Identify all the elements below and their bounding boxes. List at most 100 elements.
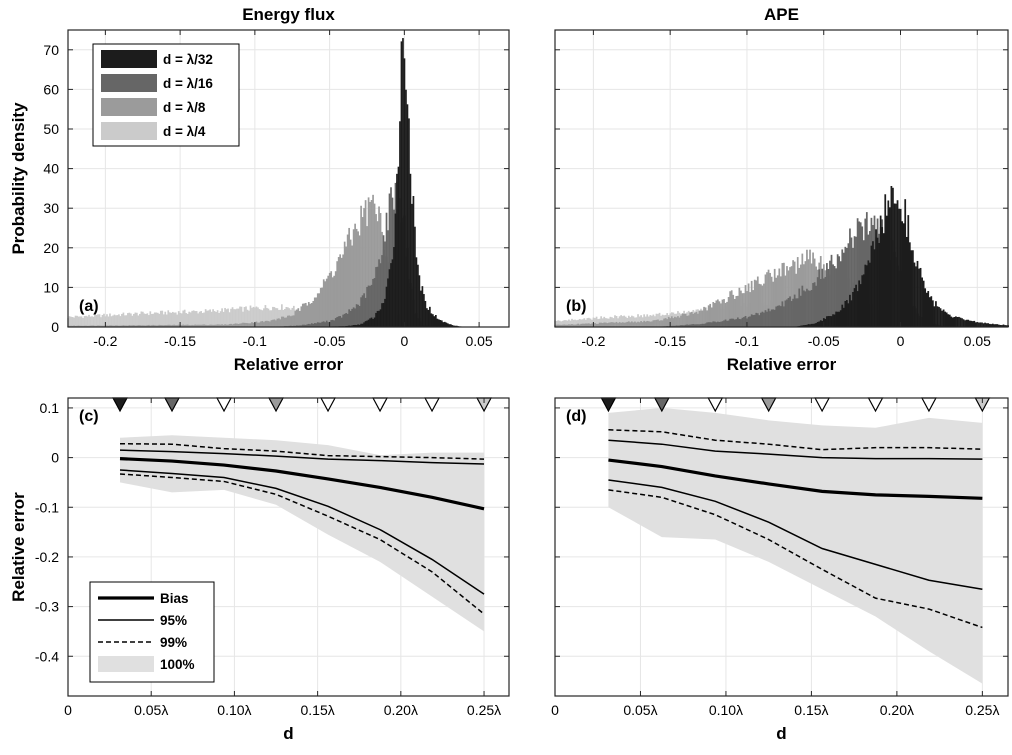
hist-bar xyxy=(162,325,165,327)
hist-bar xyxy=(306,324,309,327)
hist-bar xyxy=(364,321,367,327)
hist-bar xyxy=(100,325,102,327)
hist-bar xyxy=(575,320,578,327)
hist-bar xyxy=(749,292,751,327)
hist-bar xyxy=(340,317,343,327)
hist-bar xyxy=(713,321,716,327)
hist-bar xyxy=(345,313,348,327)
hist-bar xyxy=(239,306,241,327)
hist-bar xyxy=(272,306,274,327)
hist-bar xyxy=(399,121,401,327)
hist-bar xyxy=(429,306,431,327)
hist-bar xyxy=(307,323,310,327)
hist-bar xyxy=(177,324,180,327)
hist-bar xyxy=(944,311,947,327)
hist-bar xyxy=(836,254,839,327)
hist-bar xyxy=(568,324,570,327)
hist-bar xyxy=(430,313,433,327)
hist-bar xyxy=(275,320,277,327)
hist-bar xyxy=(312,323,315,327)
hist-bar xyxy=(408,118,410,328)
hist-bar xyxy=(364,200,367,327)
hist-bar xyxy=(769,311,771,327)
hist-bar xyxy=(591,319,593,327)
hist-bar xyxy=(812,323,814,327)
hist-bar xyxy=(779,276,782,327)
hist-bar xyxy=(373,317,376,327)
panel-c: 0 0.05λ 0.10λ 0.15λ 0.20λ 0.25λ 0.1 0 -0.1 -0.2 -0… xyxy=(9,397,510,743)
hist-bar xyxy=(807,324,810,327)
x-tick-label: -0.15 xyxy=(654,333,686,349)
hist-bar xyxy=(769,272,771,327)
hist-bar xyxy=(351,325,353,327)
hist-bar xyxy=(379,263,382,327)
ticks xyxy=(555,30,1008,328)
hist-bar xyxy=(315,297,318,327)
hist-bar xyxy=(609,322,612,327)
hist-bar xyxy=(130,313,132,327)
hist-bar xyxy=(284,317,286,327)
x-tick-label: 0.15λ xyxy=(300,702,334,718)
hist-bar xyxy=(92,325,95,327)
hist-bar xyxy=(402,38,404,327)
hist-bar xyxy=(104,316,107,327)
hist-bar xyxy=(216,324,219,327)
hist-bar xyxy=(910,250,913,327)
hist-bar xyxy=(746,291,748,327)
hist-bar xyxy=(248,323,250,327)
ticks xyxy=(554,398,1008,696)
hist-bar xyxy=(432,314,434,327)
hist-bar xyxy=(776,275,779,327)
hist-bar xyxy=(793,261,796,327)
hist-bar xyxy=(167,324,170,327)
hist-bar xyxy=(261,321,264,327)
hist-bar xyxy=(850,300,853,327)
hist-bar xyxy=(775,306,778,327)
hist-bar xyxy=(733,298,736,327)
hist-bar xyxy=(186,313,189,327)
hist-bar xyxy=(712,321,715,327)
hist-bar xyxy=(993,324,996,327)
hist-bar xyxy=(222,324,225,327)
legend-swatch xyxy=(101,74,157,92)
hist-bar xyxy=(858,280,861,327)
hist-bar xyxy=(606,318,609,327)
hist-bar xyxy=(236,323,238,327)
hist-bar xyxy=(998,324,1000,327)
hist-bar xyxy=(318,322,321,327)
line-95pct xyxy=(608,479,983,590)
hist-bar xyxy=(381,255,383,327)
hist-bar xyxy=(189,325,192,327)
hist-bar xyxy=(161,325,164,327)
hist-bar xyxy=(942,309,945,327)
hist-bar xyxy=(816,277,819,327)
hist-bar xyxy=(670,316,673,327)
hist-bar xyxy=(887,200,890,327)
hist-bar xyxy=(956,317,959,327)
hist-bar xyxy=(773,268,776,327)
hist-bar xyxy=(844,246,847,327)
hist-bar xyxy=(445,322,448,327)
hist-bar xyxy=(355,228,358,327)
hist-bar xyxy=(723,299,725,327)
hist-bar xyxy=(119,316,122,327)
hist-bar xyxy=(118,325,120,327)
hist-bar xyxy=(690,311,693,327)
hist-bar xyxy=(829,316,831,327)
hist-bar xyxy=(869,262,871,327)
hist-bar xyxy=(717,321,719,327)
hist-bar xyxy=(385,286,388,327)
line-95pct xyxy=(119,469,485,595)
hist-bar xyxy=(652,320,655,327)
hist-bar xyxy=(684,324,687,327)
hist-bar xyxy=(146,313,149,327)
hist-bar xyxy=(156,325,159,327)
hist-bar xyxy=(364,297,367,327)
hist-bar xyxy=(82,318,84,327)
hist-bar xyxy=(156,312,159,327)
hist-bar xyxy=(689,324,692,327)
hist-bar xyxy=(150,325,153,327)
hist-bar xyxy=(273,307,276,327)
hist-bar xyxy=(133,325,135,327)
hist-bar xyxy=(313,323,316,327)
